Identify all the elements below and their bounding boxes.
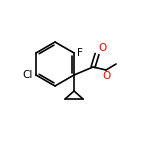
Text: O: O (98, 43, 106, 53)
Text: Cl: Cl (23, 70, 33, 80)
Text: O: O (102, 71, 110, 81)
Text: F: F (77, 48, 83, 58)
